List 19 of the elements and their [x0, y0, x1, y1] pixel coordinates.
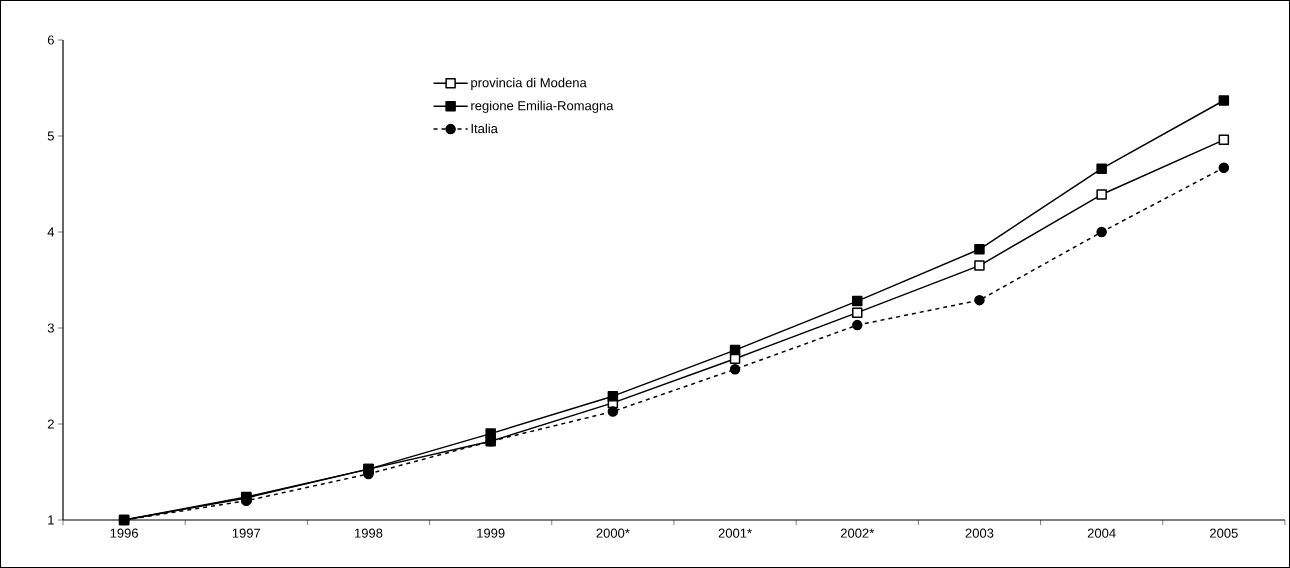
x-tick-label: 2001*: [718, 528, 752, 538]
x-tick-label: 2005: [1210, 528, 1238, 538]
y-tick-label: 5: [47, 131, 54, 141]
legend-label: provincia di Modena: [471, 77, 587, 90]
x-tick-label: 1996: [110, 528, 138, 538]
x-tick-label: 2004: [1087, 528, 1116, 538]
y-tick-label: 1: [48, 515, 54, 525]
legend-label: Italia: [471, 123, 498, 134]
x-tick-label: 2002*: [840, 528, 875, 538]
y-tick-label: 6: [47, 35, 54, 45]
y-tick-label: 3: [47, 323, 54, 333]
x-tick-label: 1997: [232, 528, 261, 538]
x-tick-label: 1998: [355, 528, 383, 538]
x-tick-label: 2000*: [596, 528, 630, 538]
y-tick-label: 2: [47, 419, 54, 429]
y-tick-label: 4: [47, 227, 55, 237]
x-tick-label: 2003: [965, 528, 994, 538]
x-tick-label: 1999: [477, 528, 505, 538]
legend-label: regione Emilia-Romagna: [471, 100, 614, 113]
